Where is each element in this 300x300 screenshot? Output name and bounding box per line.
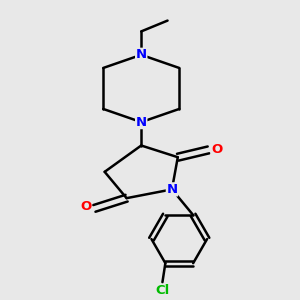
Text: N: N: [136, 116, 147, 129]
Text: O: O: [211, 143, 222, 156]
Text: O: O: [80, 200, 91, 213]
Text: N: N: [136, 48, 147, 61]
Text: N: N: [167, 183, 178, 196]
Text: Cl: Cl: [155, 284, 170, 298]
